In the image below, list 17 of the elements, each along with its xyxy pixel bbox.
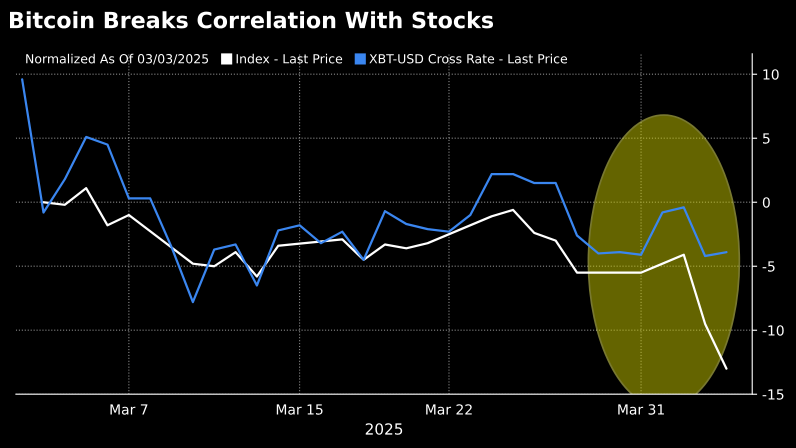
line-series [21, 78, 728, 304]
y-tick-label: -15 [762, 389, 784, 400]
y-tick-label: -5 [762, 261, 775, 272]
legend-title: Normalized As Of 03/03/2025 [26, 54, 208, 64]
x-tick-label: Mar 22 [426, 404, 472, 415]
x-tick-label: Mar 31 [618, 404, 664, 415]
x-tick-label: Mar 15 [276, 404, 323, 415]
y-tick-label: -10 [762, 325, 784, 336]
legend-label: XBT-USD Cross Rate - Last Price [369, 54, 568, 64]
x-tick-label: Mar 7 [110, 404, 148, 415]
legend-label: Index - Last Price [236, 54, 342, 64]
y-tick-label: 5 [763, 133, 770, 144]
x-axis-title: 2025 [366, 423, 402, 435]
y-tick-label: 10 [763, 69, 779, 80]
y-tick-label: 0 [762, 197, 770, 208]
chart-title: Bitcoin Breaks Correlation With Stocks [10, 11, 494, 28]
line-series [42, 187, 728, 370]
